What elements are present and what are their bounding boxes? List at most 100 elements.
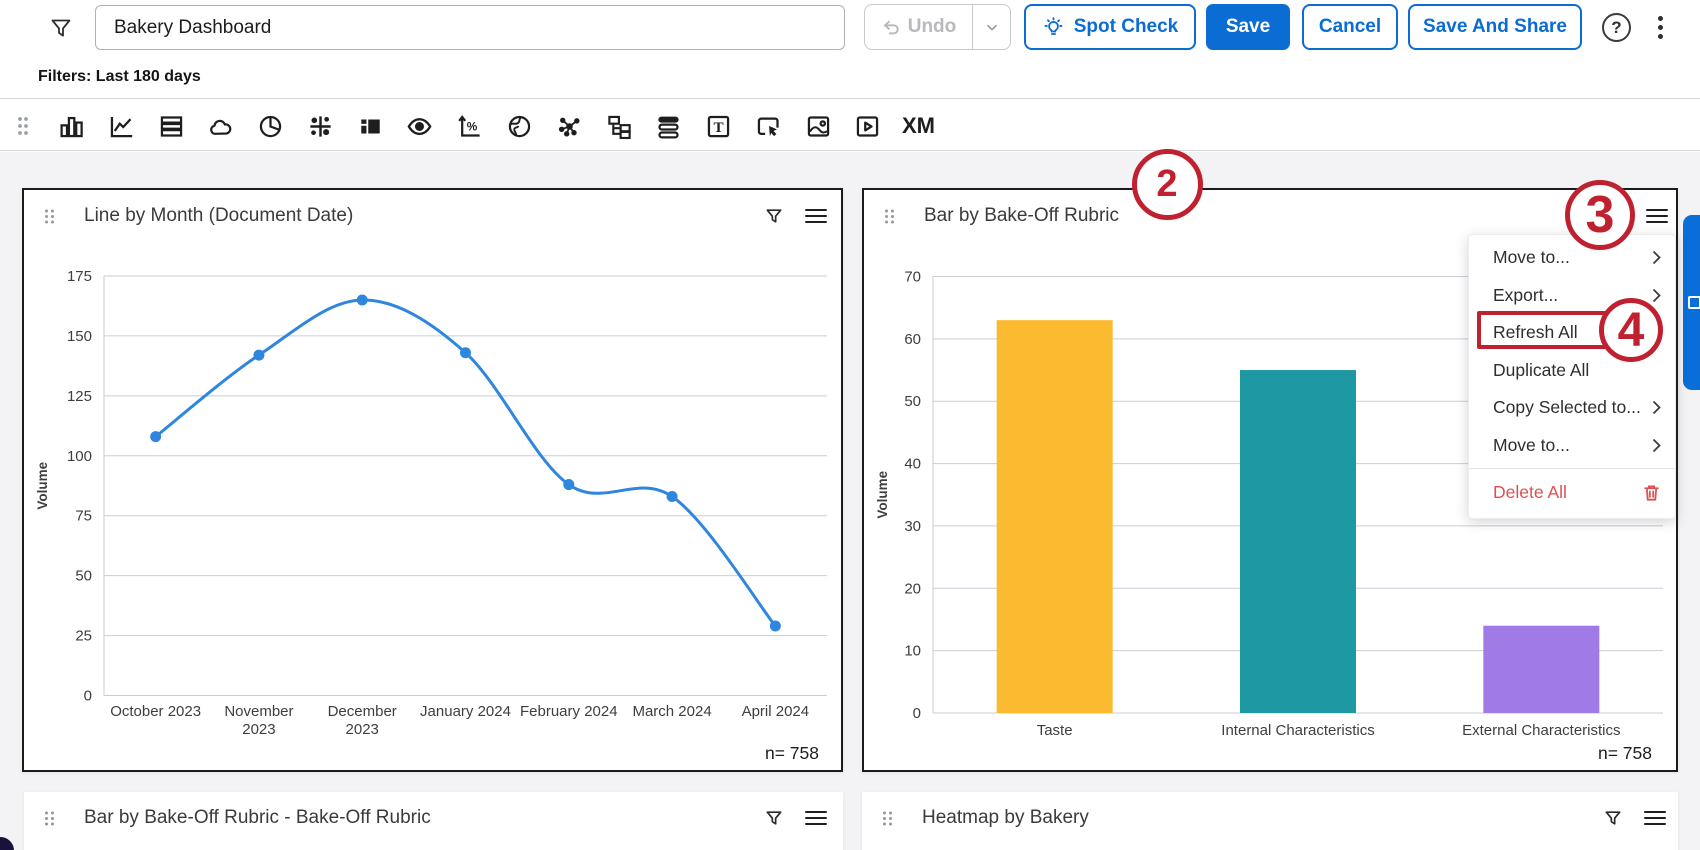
sample-size-label: n= 758 <box>764 743 819 763</box>
undo-button-group: Undo <box>864 4 1011 50</box>
hierarchy-icon[interactable] <box>604 111 634 141</box>
eye-icon[interactable] <box>405 111 435 141</box>
menu-item-label: Refresh All <box>1493 322 1578 343</box>
widget-bar-by-rubric-2[interactable]: Bar by Bake-Off Rubric - Bake-Off Rubric <box>24 792 843 850</box>
x-axis-tick-label: Taste <box>1036 722 1073 739</box>
widget-title: Line by Month (Document Date) <box>84 205 354 226</box>
widget-filter-icon[interactable] <box>1603 808 1623 828</box>
menu-item-copy-selected-to[interactable]: Copy Selected to... <box>1469 389 1675 427</box>
undo-dropdown-button[interactable] <box>973 5 1010 49</box>
widget-hamburger-menu-icon[interactable] <box>805 811 827 825</box>
text-box-icon[interactable]: T <box>704 111 734 141</box>
undo-button[interactable]: Undo <box>865 5 973 49</box>
menu-item-label: Delete All <box>1493 482 1567 503</box>
widget-hamburger-menu-icon[interactable] <box>805 209 827 223</box>
x-axis-tick-label: April 2024 <box>741 702 810 720</box>
x-axis-tick-label: March 2024 <box>632 702 712 720</box>
spot-check-label: Spot Check <box>1073 16 1179 37</box>
widget-hamburger-menu-icon[interactable] <box>1646 209 1668 223</box>
annotation-highlight-box <box>1477 311 1608 349</box>
widget-heatmap-by-bakery[interactable]: Heatmap by Bakery <box>862 792 1678 850</box>
line-chart-icon[interactable] <box>106 111 136 141</box>
widget-filter-icon[interactable] <box>764 808 784 828</box>
widget-title: Bar by Bake-Off Rubric - Bake-Off Rubric <box>84 807 431 828</box>
widget-filter-icon[interactable] <box>764 206 784 226</box>
widget-title-row: Bar by Bake-Off Rubric <box>864 190 1676 244</box>
globe-icon[interactable] <box>505 111 535 141</box>
svg-text:150: 150 <box>67 328 92 345</box>
trash-icon <box>1642 483 1661 502</box>
chevron-down-icon <box>986 24 997 31</box>
word-cloud-icon[interactable] <box>206 111 236 141</box>
kebab-menu-button[interactable] <box>1648 13 1672 42</box>
save-label: Save <box>1225 16 1271 37</box>
bar-chart-icon[interactable] <box>57 111 87 141</box>
percent-axis-icon[interactable]: % <box>455 111 485 141</box>
cancel-button[interactable]: Cancel <box>1302 4 1398 50</box>
svg-text:25: 25 <box>75 628 92 645</box>
spot-check-button[interactable]: Spot Check <box>1024 4 1196 50</box>
toolbar-drag-handle-icon[interactable] <box>13 112 33 140</box>
undo-label: Undo <box>907 16 957 37</box>
help-button[interactable]: ? <box>1602 13 1631 42</box>
svg-text:%: % <box>467 119 478 133</box>
widget-line-by-month[interactable]: 175 150 125 100 75 50 25 0 Volume Line by Month … <box>22 188 843 772</box>
widget-title-row: Bar by Bake-Off Rubric - Bake-Off Rubric <box>24 792 843 846</box>
cursor-select-icon[interactable] <box>753 111 783 141</box>
dashboard-title-input[interactable] <box>95 5 845 50</box>
widget-drag-handle-icon[interactable] <box>44 209 55 224</box>
menu-separator <box>1469 468 1675 469</box>
menu-item-label: Export... <box>1493 284 1559 305</box>
stacked-pills-icon[interactable] <box>654 111 684 141</box>
svg-text:100: 100 <box>67 448 92 465</box>
help-question-icon: ? <box>1611 17 1622 37</box>
filters-summary: Filters: Last 180 days <box>38 68 201 85</box>
menu-item-delete-all[interactable]: Delete All <box>1469 474 1675 512</box>
video-icon[interactable] <box>853 111 883 141</box>
save-button[interactable]: Save <box>1206 4 1290 50</box>
filter-funnel-icon[interactable] <box>49 16 73 40</box>
annotation-callout-3: 3 <box>1565 180 1635 250</box>
layout-blocks-icon[interactable] <box>355 111 385 141</box>
annotation-callout-2: 2 <box>1131 148 1203 220</box>
svg-text:75: 75 <box>75 508 92 525</box>
matrix-dots-icon[interactable] <box>305 111 335 141</box>
collapsed-panel-tab[interactable] <box>1683 215 1700 390</box>
chevron-right-icon <box>1652 438 1661 453</box>
lightbulb-icon <box>1044 16 1063 35</box>
svg-text:50: 50 <box>75 568 92 585</box>
pie-chart-icon[interactable] <box>256 111 286 141</box>
header-bar: Undo Spot Check Save Cancel Save And Sha… <box>0 0 1700 99</box>
bar-chart: 70 60 50 40 30 20 10 0 Volume <box>875 269 1663 722</box>
widget-drag-handle-icon[interactable] <box>44 811 55 826</box>
x-axis-tick-label: October 2023 <box>110 702 202 720</box>
annotation-callout-4: 4 <box>1599 298 1663 362</box>
menu-item-move-to[interactable]: Move to... <box>1469 427 1675 465</box>
svg-text:70: 70 <box>904 269 921 286</box>
widget-hamburger-menu-icon[interactable] <box>1644 811 1666 825</box>
menu-item-export[interactable]: Export... <box>1469 277 1675 315</box>
menu-item-refresh-all[interactable]: Refresh All <box>1469 314 1675 352</box>
x-axis-tick-label: December 2023 <box>327 702 397 739</box>
menu-item-duplicate-all[interactable]: Duplicate All <box>1469 352 1675 390</box>
widget-drag-handle-icon[interactable] <box>882 811 893 826</box>
svg-text:0: 0 <box>84 688 92 705</box>
chevron-right-icon <box>1652 400 1661 415</box>
svg-text:40: 40 <box>904 456 921 473</box>
widget-title: Bar by Bake-Off Rubric <box>924 205 1120 226</box>
network-nodes-icon[interactable] <box>554 111 584 141</box>
panel-expand-icon <box>1688 296 1700 309</box>
widget-context-menu: Move to... Export... Refresh All Duplicate … <box>1468 234 1676 519</box>
menu-item-move-to[interactable]: Move to... <box>1469 239 1675 277</box>
image-icon[interactable] <box>803 111 833 141</box>
x-axis-tick-label: External Characteristics <box>1462 722 1621 739</box>
save-and-share-button[interactable]: Save And Share <box>1408 4 1582 50</box>
data-table-icon[interactable] <box>156 111 186 141</box>
svg-text:175: 175 <box>67 268 92 285</box>
line-chart: 175 150 125 100 75 50 25 0 Volume <box>35 268 827 705</box>
svg-text:50: 50 <box>904 393 921 410</box>
menu-item-label: Copy Selected to... <box>1493 397 1641 418</box>
svg-text:30: 30 <box>904 518 921 535</box>
x-axis-tick-label: November 2023 <box>224 702 294 739</box>
widget-drag-handle-icon[interactable] <box>884 209 895 224</box>
